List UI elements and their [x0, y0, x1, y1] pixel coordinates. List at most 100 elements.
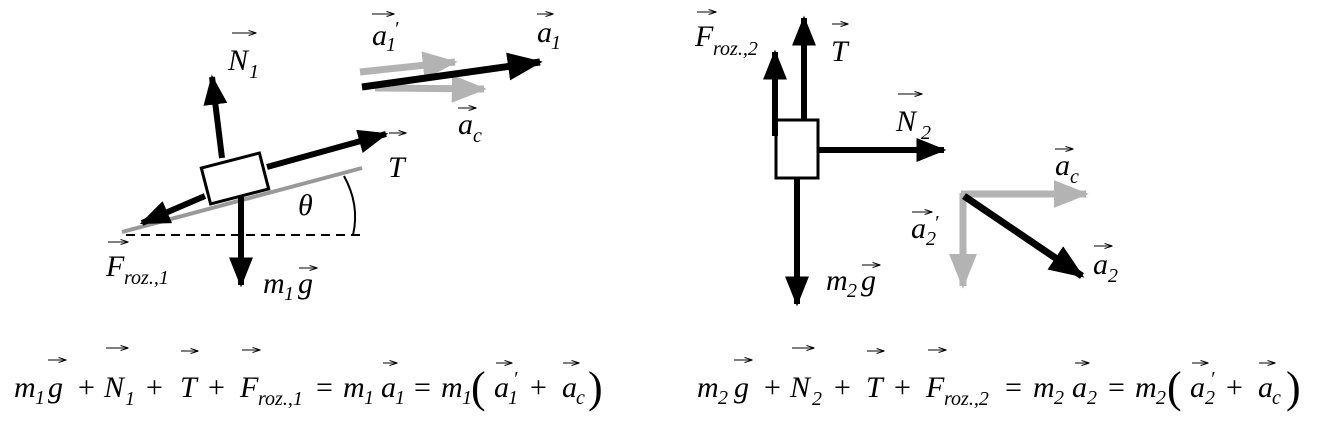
svg-text:2: 2	[1156, 387, 1166, 409]
label-N1: N 1	[227, 33, 259, 83]
svg-text:): )	[1286, 363, 1301, 412]
block-1	[199, 151, 271, 206]
svg-text:a: a	[1055, 149, 1070, 182]
svg-text:1: 1	[125, 388, 135, 410]
svg-text:a: a	[1190, 371, 1205, 404]
svg-text:F: F	[239, 371, 259, 404]
svg-text:g: g	[48, 371, 63, 404]
label-a2-prime: a 2 ′	[911, 212, 939, 250]
svg-text:+: +	[834, 371, 851, 404]
svg-text:+: +	[78, 371, 95, 404]
svg-text:′: ′	[394, 18, 399, 40]
svg-text:m: m	[1135, 371, 1157, 404]
svg-text:c: c	[1272, 387, 1281, 409]
label-a2: a 2	[1093, 246, 1118, 287]
svg-text:roz.,1: roz.,1	[258, 388, 303, 410]
svg-text:2: 2	[1087, 387, 1097, 409]
label-theta: θ	[298, 189, 313, 222]
normal-force-arrow	[203, 74, 228, 159]
friction-arrow	[139, 193, 207, 226]
svg-text:+: +	[146, 371, 163, 404]
svg-text:c: c	[1070, 166, 1079, 188]
svg-text:F: F	[105, 250, 125, 283]
svg-text:2: 2	[1108, 265, 1118, 287]
svg-text:2: 2	[926, 228, 936, 250]
svg-text:1: 1	[35, 387, 45, 409]
svg-text:θ: θ	[298, 189, 313, 222]
svg-text:F: F	[694, 20, 714, 53]
svg-text:g: g	[861, 264, 876, 297]
a1-prime-arrow	[359, 51, 458, 80]
svg-text:F: F	[925, 371, 945, 404]
svg-text:1: 1	[508, 387, 518, 409]
a1-arrow	[361, 52, 543, 91]
ac-arrow	[374, 74, 487, 103]
label-T-left: T	[388, 133, 407, 184]
label-a1-prime: a 1 ′	[372, 14, 399, 56]
svg-text:1: 1	[249, 61, 259, 83]
svg-text:′: ′	[1210, 368, 1215, 390]
label-a1: a 1	[537, 14, 561, 54]
svg-text:a: a	[562, 371, 577, 404]
svg-text:m: m	[441, 371, 463, 404]
svg-text:2: 2	[1205, 387, 1215, 409]
svg-text:T: T	[831, 35, 850, 68]
svg-text:a: a	[494, 371, 509, 404]
svg-text:N: N	[227, 44, 250, 77]
tension-arrow	[266, 129, 389, 170]
svg-text:+: +	[764, 371, 781, 404]
svg-text:a: a	[1072, 371, 1087, 404]
svg-text:1: 1	[364, 387, 374, 409]
svg-text:1: 1	[386, 34, 396, 56]
svg-text:N: N	[103, 371, 126, 404]
right-body-diagram: F roz.,2 T N 2 m 2 g a c a 2 ′	[694, 12, 1118, 307]
svg-text:a: a	[1093, 248, 1108, 281]
svg-text:a: a	[372, 19, 387, 52]
svg-text:roz.,1: roz.,1	[124, 267, 169, 289]
svg-text:2: 2	[847, 280, 857, 302]
svg-text:c: c	[473, 125, 482, 147]
svg-text:2: 2	[718, 387, 728, 409]
equation-right: m 2 g + N 2 + T + F roz.,2 = m 2 a 2 = m…	[697, 348, 1301, 412]
svg-text:g: g	[734, 371, 749, 404]
svg-text:roz.,2: roz.,2	[944, 388, 989, 410]
svg-text:N: N	[789, 371, 812, 404]
label-m1g: m 1 g	[263, 267, 317, 305]
svg-text:+: +	[894, 371, 911, 404]
svg-text:m: m	[697, 371, 719, 404]
label-ac-right: a c	[1055, 149, 1079, 188]
svg-text:N: N	[895, 105, 918, 138]
svg-text:′: ′	[934, 212, 939, 234]
label-m2g: m 2 g	[826, 264, 880, 302]
svg-text:1: 1	[551, 32, 561, 54]
svg-text:2: 2	[812, 388, 822, 410]
svg-text:m: m	[1033, 371, 1055, 404]
svg-text:(: (	[1167, 363, 1182, 412]
label-ac-left: a c	[458, 108, 482, 147]
svg-text:m: m	[826, 264, 848, 297]
svg-text:a: a	[911, 212, 926, 245]
svg-text:1: 1	[395, 387, 405, 409]
svg-text:2: 2	[921, 122, 931, 144]
label-Froz2: F roz.,2	[694, 12, 758, 60]
block-2	[774, 118, 820, 180]
svg-text:=: =	[316, 371, 333, 404]
svg-text:a: a	[1258, 371, 1273, 404]
svg-text:+: +	[208, 371, 225, 404]
svg-text:T: T	[180, 371, 199, 404]
svg-text:1: 1	[284, 283, 294, 305]
svg-text:): )	[588, 363, 603, 412]
left-body-diagram: N 1 T θ F roz.,1 m 1 g a 1 ′ a	[105, 14, 561, 305]
label-T-right: T	[831, 24, 850, 68]
svg-text:a: a	[537, 16, 552, 49]
svg-text:+: +	[530, 371, 547, 404]
svg-text:a: a	[458, 108, 473, 141]
equation-left: m 1 g + N 1 + T + F roz.,1 = m 1 a 1 = m…	[14, 348, 603, 412]
svg-text:=: =	[414, 371, 431, 404]
svg-text:T: T	[388, 151, 407, 184]
svg-text:m: m	[263, 267, 285, 300]
svg-text:m: m	[343, 371, 365, 404]
svg-text:T: T	[866, 371, 885, 404]
svg-text:g: g	[298, 267, 313, 300]
